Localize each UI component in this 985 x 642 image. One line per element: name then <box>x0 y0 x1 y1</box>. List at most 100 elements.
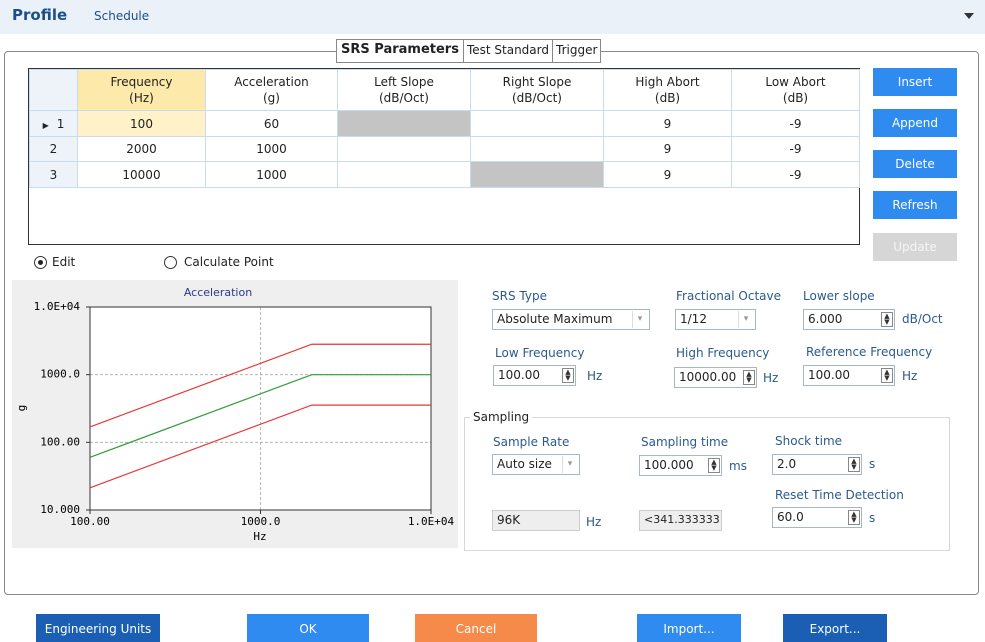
sampling-group <box>464 417 950 551</box>
header-unit: (dB) <box>654 91 681 105</box>
combo[interactable]: 1/12 ▾ <box>675 309 756 330</box>
label: Sample Rate <box>493 435 570 449</box>
cell[interactable]: -9 <box>731 136 860 162</box>
header-unit: (g) <box>263 91 280 105</box>
header-unit: (dB/Oct) <box>378 91 429 105</box>
x-tick-label: 1.0E+04 <box>408 515 455 528</box>
append-button[interactable]: Append <box>873 109 957 137</box>
label: Fractional Octave <box>676 289 781 303</box>
cell[interactable]: -9 <box>731 161 860 188</box>
insert-button[interactable]: Insert <box>873 68 957 96</box>
header-name: Low Abort <box>765 75 826 89</box>
column-header[interactable]: Right Slope (dB/Oct) <box>470 69 604 111</box>
unit: Hz <box>902 369 918 383</box>
import-button[interactable]: Import... <box>637 614 741 642</box>
column-header[interactable]: Acceleration (g) <box>205 69 338 111</box>
table: Frequency (Hz) Acceleration (g) Left Slope… <box>29 69 860 188</box>
label: High Frequency <box>676 346 770 360</box>
column-header[interactable]: High Abort (dB) <box>603 69 732 111</box>
cell[interactable]: 2000 <box>77 136 206 162</box>
row-header[interactable]: 3 <box>29 161 78 188</box>
cell[interactable]: 1000 <box>205 136 338 162</box>
unit: ms <box>729 459 747 473</box>
row-header[interactable]: 2 <box>29 136 78 162</box>
radio-label[interactable]: Calculate Point <box>184 255 274 269</box>
radio[interactable] <box>164 256 177 269</box>
combo[interactable]: Auto size ▾ <box>492 454 580 475</box>
update-button: Update <box>873 233 957 261</box>
tab[interactable]: Test Standard <box>464 40 553 62</box>
cell[interactable] <box>337 136 471 162</box>
tab[interactable]: Trigger <box>556 43 598 57</box>
series-line <box>89 404 431 489</box>
x-tick-label: 100.00 <box>70 515 110 528</box>
unit: dB/Oct <box>902 312 943 326</box>
readonly-box: <341.333333 <box>639 510 722 531</box>
label: Sampling time <box>641 435 729 449</box>
combo[interactable]: Absolute Maximum ▾ <box>492 309 650 330</box>
cell[interactable]: 1000 <box>205 161 338 188</box>
header-name: Acceleration <box>234 75 309 89</box>
spin-box[interactable]: 100.00 ▲ ▼ <box>493 365 576 386</box>
column-header[interactable]: Left Slope (dB/Oct) <box>337 69 471 111</box>
label: Reference Frequency <box>806 345 933 359</box>
combo-value: Absolute Maximum <box>497 312 613 326</box>
tab[interactable]: SRS Parameters <box>337 40 464 62</box>
spin-value: 60.0 <box>777 510 804 524</box>
x-axis-label: Hz <box>253 530 266 543</box>
spin-box[interactable]: 10000.00 ▲ ▼ <box>674 367 757 388</box>
plot-frame <box>89 306 432 511</box>
spin-box[interactable]: 60.0 ▲ ▼ <box>772 507 862 528</box>
unit: Hz <box>586 515 602 529</box>
table-frame: Frequency (Hz) Acceleration (g) Left Slope… <box>28 68 860 245</box>
cell-disabled <box>470 161 604 188</box>
label: Low Frequency <box>495 346 585 360</box>
header-name: Frequency <box>110 75 173 89</box>
radio-checked[interactable] <box>34 256 47 269</box>
group-title: Sampling <box>470 410 533 424</box>
column-header[interactable]: Low Abort (dB) <box>731 69 860 111</box>
cell[interactable]: 9 <box>603 110 732 137</box>
engineering-units-button[interactable]: Engineering Units <box>36 614 160 642</box>
header-name: High Abort <box>635 75 700 89</box>
tab-schedule[interactable]: Schedule <box>94 9 150 23</box>
refresh-button[interactable]: Refresh <box>873 191 957 219</box>
radio-label[interactable]: Edit <box>52 255 76 269</box>
column-header[interactable]: Frequency (Hz) <box>77 69 206 111</box>
cell[interactable]: 9 <box>603 136 732 162</box>
cell[interactable]: 100 <box>77 110 206 137</box>
series-line <box>89 343 431 428</box>
spin-value: 10000.00 <box>679 370 737 384</box>
tab-profile[interactable]: Profile <box>12 6 68 24</box>
tab-strip: SRS Parameters Test Standard Trigger <box>336 39 602 63</box>
cancel-button[interactable]: Cancel <box>415 614 537 642</box>
cell[interactable]: -9 <box>731 110 860 137</box>
header-name: Left Slope <box>374 75 434 89</box>
export-button[interactable]: Export... <box>783 614 887 642</box>
cell[interactable] <box>337 161 471 188</box>
spin-box[interactable]: 6.000 ▲ ▼ <box>803 309 895 330</box>
delete-button[interactable]: Delete <box>873 150 957 178</box>
label: SRS Type <box>492 289 547 303</box>
ok-button[interactable]: OK <box>247 614 369 642</box>
cell[interactable]: 10000 <box>77 161 206 188</box>
cell[interactable] <box>470 110 604 137</box>
spin-value: 100.000 <box>644 458 694 472</box>
spin-box[interactable]: 100.00 ▲ ▼ <box>803 365 895 386</box>
header-name: Right Slope <box>502 75 572 89</box>
cell[interactable]: 9 <box>603 161 732 188</box>
spin-box[interactable]: 2.0 ▲ ▼ <box>772 454 862 475</box>
spin-value: 2.0 <box>777 457 797 471</box>
unit: s <box>869 457 876 471</box>
row-header[interactable]: ▶ 1 <box>29 110 78 137</box>
y-tick-label: 1.0E+04 <box>34 300 81 313</box>
cell[interactable]: 60 <box>205 110 338 137</box>
header-unit: (dB) <box>782 91 809 105</box>
cell[interactable] <box>470 136 604 162</box>
y-axis-label: g <box>15 405 28 412</box>
dropdown-arrow[interactable] <box>964 13 974 19</box>
spin-box[interactable]: 100.000 ▲ ▼ <box>639 455 722 476</box>
unit: Hz <box>587 369 603 383</box>
y-tick-label: 1000.0 <box>40 368 80 381</box>
